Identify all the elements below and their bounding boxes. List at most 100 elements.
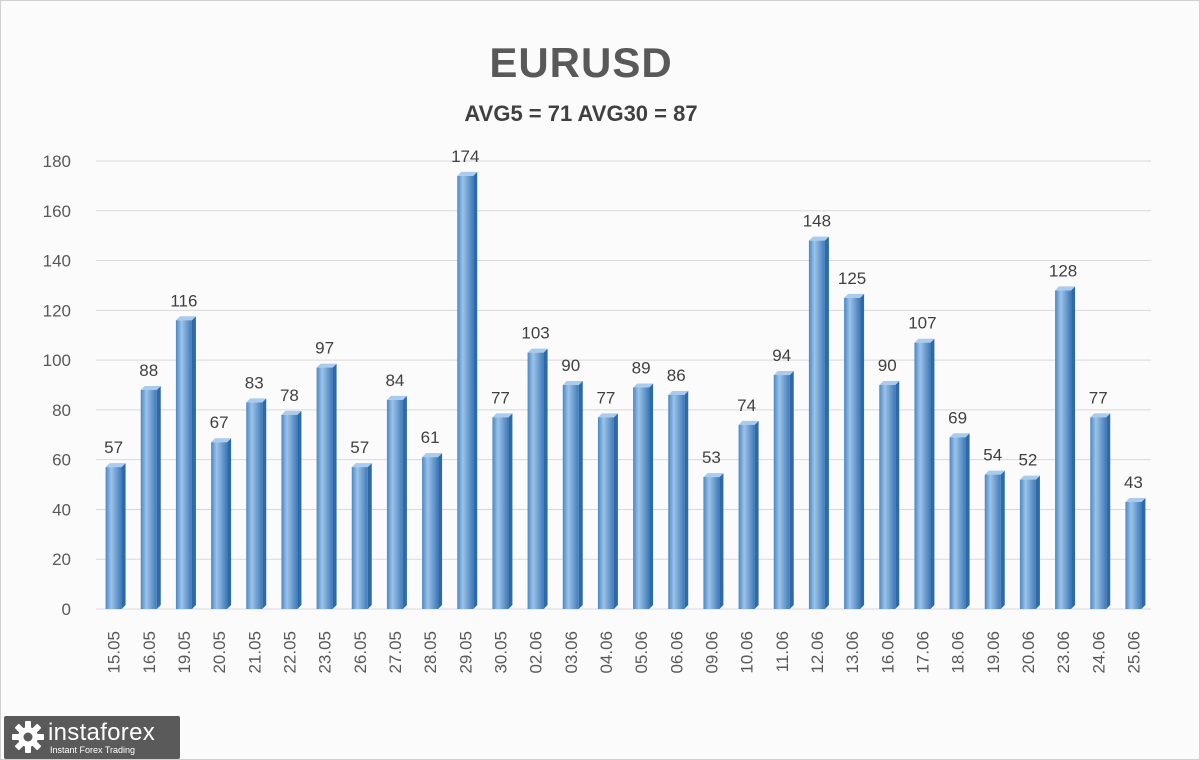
bar-side <box>367 463 372 609</box>
data-label: 77 <box>491 388 510 407</box>
logo-tagline: Instant Forex Trading <box>50 745 136 755</box>
bar-side <box>1141 497 1146 609</box>
bar <box>1125 497 1146 609</box>
bar-face <box>105 467 122 609</box>
bar-face <box>1090 417 1107 609</box>
bar <box>492 413 513 609</box>
bar-top <box>351 463 372 468</box>
bar-face <box>211 442 228 609</box>
data-label: 90 <box>561 356 580 375</box>
data-label: 107 <box>908 314 936 333</box>
bar <box>562 381 583 609</box>
bars <box>105 171 1146 609</box>
bar-top <box>738 420 759 425</box>
bar <box>211 438 232 609</box>
data-label: 54 <box>983 446 1002 465</box>
bar <box>597 413 618 609</box>
data-label: 125 <box>838 269 866 288</box>
bar-top <box>633 383 654 388</box>
bar-top <box>773 371 794 376</box>
bar-top <box>703 473 724 478</box>
bar-side <box>297 410 302 609</box>
data-label: 128 <box>1049 261 1077 280</box>
bar <box>773 371 794 609</box>
bar <box>175 316 196 609</box>
gridlines <box>96 160 1151 610</box>
data-label: 77 <box>1089 388 1108 407</box>
bar <box>422 453 443 609</box>
bar-face <box>844 297 861 609</box>
x-tick-label: 02.06 <box>527 631 546 674</box>
bar-top <box>562 381 583 385</box>
bar-side <box>438 453 443 609</box>
bar-side <box>1000 470 1005 609</box>
bar-face <box>949 437 966 609</box>
x-tick-label: 03.06 <box>562 631 581 674</box>
y-tick-label: 120 <box>43 301 71 320</box>
x-tick-label: 18.06 <box>949 631 968 674</box>
bar-face <box>246 402 263 609</box>
x-tick-label: 10.06 <box>738 631 757 674</box>
bar <box>105 463 126 609</box>
y-tick-label: 160 <box>43 202 71 221</box>
x-tick-label: 29.05 <box>456 631 475 674</box>
bar <box>246 398 267 609</box>
bar-face <box>879 385 896 609</box>
bar-face <box>1055 290 1072 609</box>
data-label: 89 <box>632 358 651 377</box>
x-tick-label: 27.05 <box>386 631 405 674</box>
y-tick-label: 140 <box>43 252 71 271</box>
bar-face <box>738 424 755 609</box>
x-tick-label: 25.06 <box>1124 631 1143 674</box>
bar-side <box>262 398 267 609</box>
bar-side <box>578 381 583 609</box>
x-tick-label: 16.06 <box>878 631 897 674</box>
bar-side <box>156 385 161 609</box>
x-tick-label: 23.06 <box>1054 631 1073 674</box>
data-label: 61 <box>421 428 440 447</box>
bar-side <box>824 236 829 609</box>
x-tick-label: 26.05 <box>351 631 370 674</box>
bar <box>633 383 654 609</box>
data-label: 43 <box>1124 473 1143 492</box>
x-tick-label: 17.06 <box>913 631 932 674</box>
x-tick-label: 05.06 <box>632 631 651 674</box>
x-tick-label: 09.06 <box>702 631 721 674</box>
bar <box>386 395 407 609</box>
x-axis-ticks: 15.05 16.05 19.05 20.05 21.05 22.05 23.05 26.05… <box>105 631 1144 674</box>
bar-top <box>1055 286 1076 291</box>
bar-side <box>719 473 724 609</box>
bar-face <box>633 387 650 609</box>
bar-side <box>473 171 478 609</box>
bar-side <box>191 316 196 609</box>
data-labels: 57 88 116 67 83 78 97 57 84 61 174 77 103 90 77 89 86 53 7… <box>104 147 1143 492</box>
data-label: 148 <box>803 212 831 231</box>
bar-top <box>984 470 1005 475</box>
bar-top <box>914 338 935 343</box>
bar-side <box>508 413 513 609</box>
bar-top <box>422 453 443 458</box>
bar-side <box>121 463 126 609</box>
bar-side <box>543 348 548 609</box>
bar <box>527 348 548 609</box>
bar-top <box>246 398 267 403</box>
bar-top <box>211 438 232 443</box>
x-tick-label: 30.05 <box>491 631 510 674</box>
data-label: 103 <box>521 324 549 343</box>
data-label: 78 <box>280 386 299 405</box>
bar-side <box>895 381 900 609</box>
y-axis-ticks: 0 20 40 60 80 100 120 140 160 180 <box>43 152 71 619</box>
bar-top <box>879 381 900 385</box>
bar-side <box>965 433 970 609</box>
bar <box>914 338 935 609</box>
data-label: 97 <box>315 339 334 358</box>
x-tick-label: 22.05 <box>280 631 299 674</box>
bar-top <box>668 390 689 395</box>
bar-face <box>562 385 579 609</box>
bar-top <box>808 236 829 241</box>
bar-top <box>1125 497 1146 502</box>
bar <box>457 171 478 609</box>
bar <box>984 470 1005 609</box>
bar-side <box>860 293 865 609</box>
bar <box>1055 286 1076 609</box>
